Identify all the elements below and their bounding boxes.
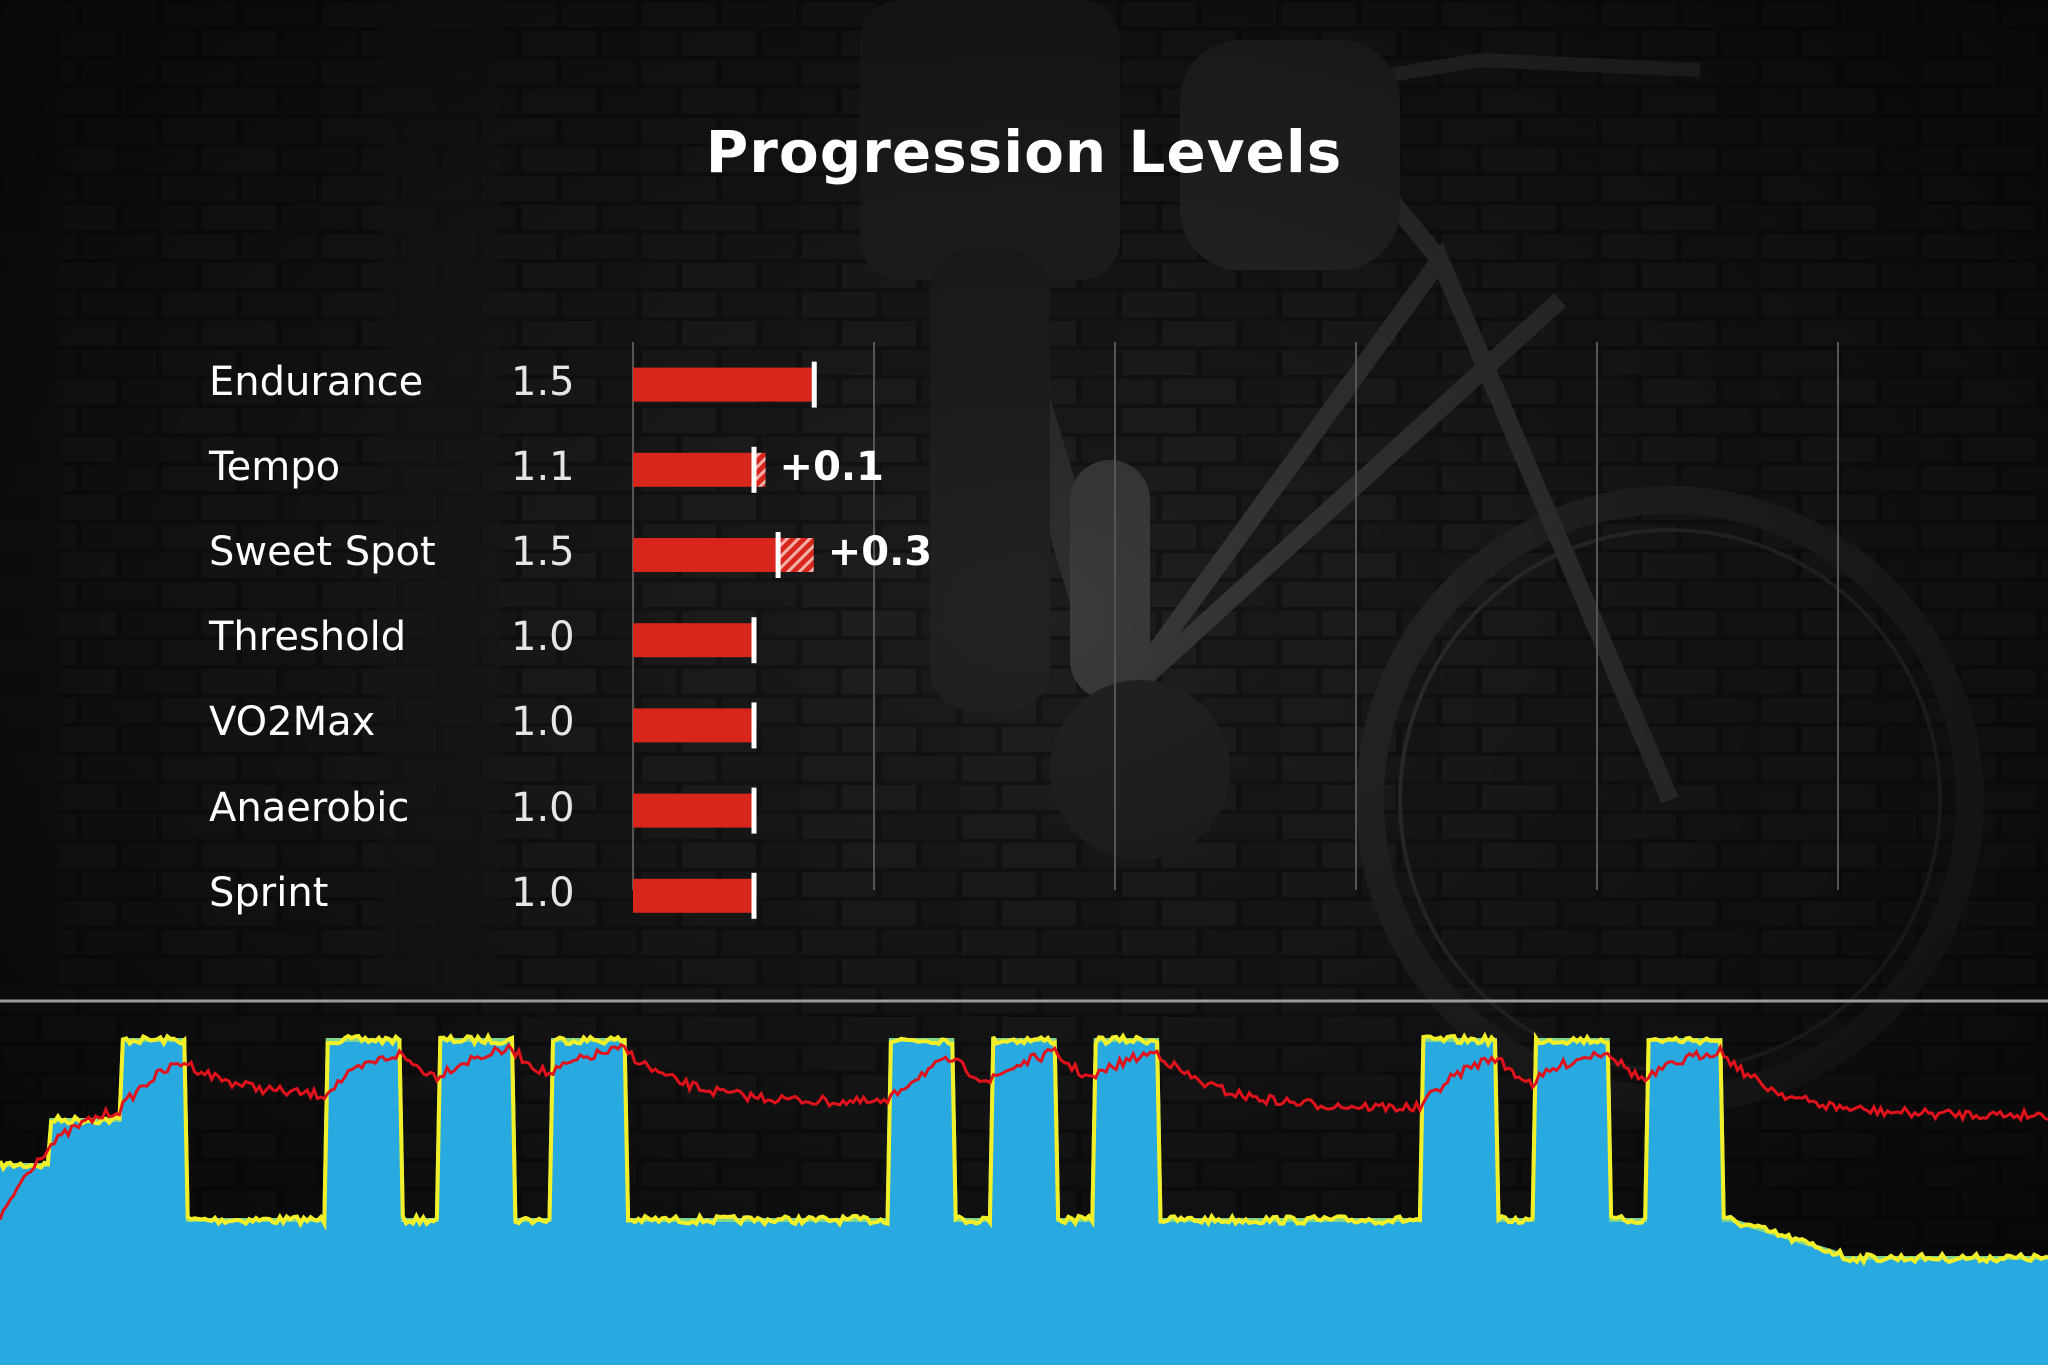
zone-value: 1.0 bbox=[511, 614, 575, 661]
zone-label: VO2Max bbox=[209, 699, 376, 746]
bar-marker bbox=[751, 617, 757, 664]
progression-row: Sweet Spot 1.5 +0.3 bbox=[0, 513, 2048, 598]
bar-anaerobic bbox=[633, 793, 754, 828]
progression-row: Threshold 1.0 bbox=[0, 598, 2048, 683]
zone-label: Threshold bbox=[209, 614, 407, 661]
bar-sweet-spot bbox=[633, 538, 778, 572]
zone-label: Endurance bbox=[209, 358, 424, 405]
zone-value: 1.0 bbox=[511, 869, 575, 916]
zone-value: 1.0 bbox=[511, 699, 575, 746]
heart-rate-line bbox=[0, 1042, 2048, 1221]
bar-increase-tempo bbox=[753, 452, 766, 487]
chart-title: Progression Levels bbox=[705, 118, 1343, 186]
progression-row: VO2Max 1.0 bbox=[0, 683, 2048, 768]
bar-vo2max bbox=[633, 708, 754, 743]
zone-value: 1.1 bbox=[511, 443, 575, 490]
progression-row: Anaerobic 1.0 bbox=[0, 769, 2048, 854]
zone-value: 1.5 bbox=[511, 358, 575, 405]
zone-label: Tempo bbox=[209, 443, 341, 490]
progression-bars bbox=[633, 361, 817, 919]
zone-value: 1.0 bbox=[511, 784, 575, 831]
zone-label: Anaerobic bbox=[209, 784, 410, 831]
bar-endurance bbox=[633, 367, 814, 402]
power-line bbox=[0, 1031, 2048, 1267]
workout-power-chart bbox=[0, 1031, 2048, 1365]
progression-row: Endurance 1.5 bbox=[0, 343, 2048, 428]
bar-marker bbox=[811, 361, 817, 408]
bar-sprint bbox=[633, 878, 754, 913]
bar-marker bbox=[751, 787, 757, 834]
zone-increase: +0.3 bbox=[827, 529, 933, 575]
bar-marker bbox=[751, 446, 757, 493]
bar-increase-sweet-spot bbox=[777, 538, 814, 572]
bar-marker bbox=[751, 702, 757, 749]
zone-value: 1.5 bbox=[511, 529, 575, 575]
bar-marker bbox=[751, 872, 757, 919]
progression-row: Tempo 1.1 +0.1 bbox=[0, 428, 2048, 513]
zone-increase: +0.1 bbox=[779, 443, 884, 490]
bar-threshold bbox=[633, 623, 754, 658]
progression-row: Sprint 1.0 bbox=[0, 854, 2048, 939]
zone-label: Sweet Spot bbox=[209, 529, 436, 575]
power-area bbox=[0, 1036, 2048, 1365]
zone-label: Sprint bbox=[209, 869, 329, 916]
bar-tempo bbox=[633, 452, 754, 487]
bar-marker bbox=[775, 532, 781, 578]
